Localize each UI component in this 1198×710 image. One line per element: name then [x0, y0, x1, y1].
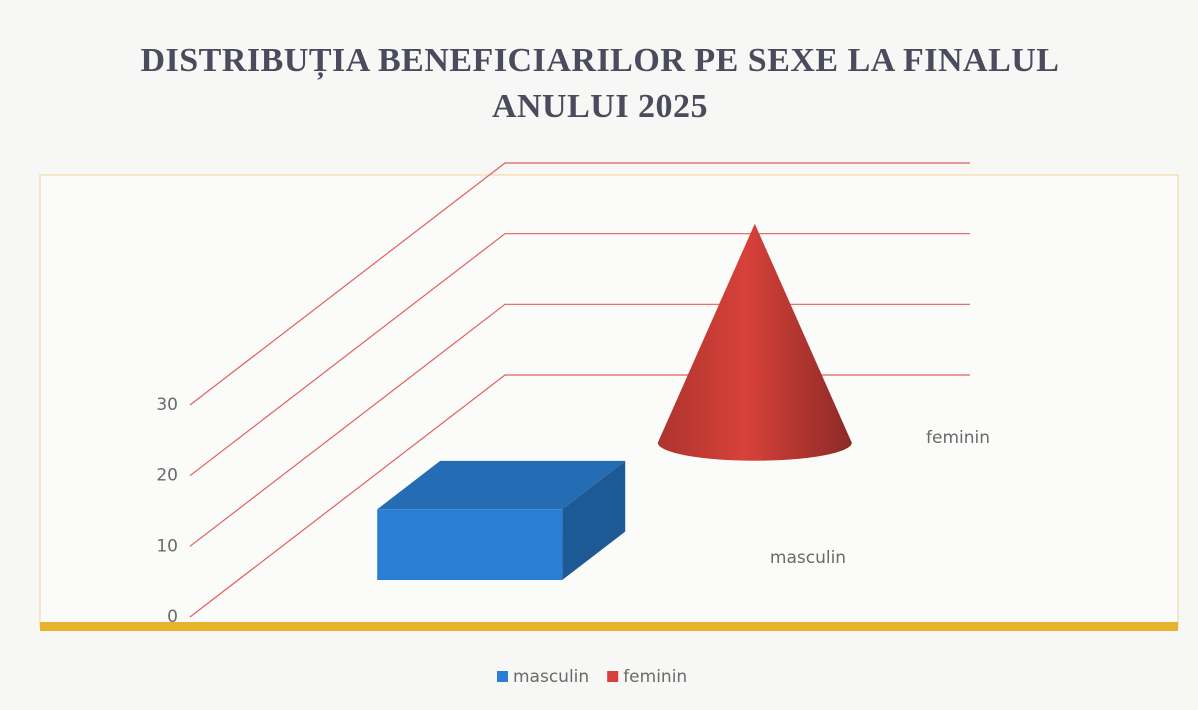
- bar: [377, 460, 626, 580]
- category-label: masculin: [770, 548, 846, 568]
- legend-swatch: [607, 671, 619, 682]
- grid-line: [189, 233, 970, 477]
- grid-line: [189, 162, 970, 406]
- plot-area: [39, 174, 1179, 628]
- bar-face: [377, 460, 626, 510]
- grid-line: [189, 303, 970, 547]
- legend-label: feminin: [623, 667, 687, 687]
- y-tick-label: 30: [156, 395, 178, 415]
- bar-face: [377, 509, 563, 580]
- category-label: feminin: [926, 428, 990, 448]
- y-tick-label: 10: [156, 536, 178, 556]
- floor-edge: [40, 622, 1178, 631]
- bar-face: [562, 460, 626, 580]
- y-tick-label: 20: [156, 466, 178, 486]
- y-tick-label: 0: [167, 607, 178, 627]
- legend-label: masculin: [513, 667, 589, 687]
- bar: [657, 223, 852, 461]
- legend-swatch: [497, 671, 508, 682]
- chart-title: DISTRIBUȚIA BENEFICIARILOR PE SEXE LA FI…: [140, 42, 1060, 125]
